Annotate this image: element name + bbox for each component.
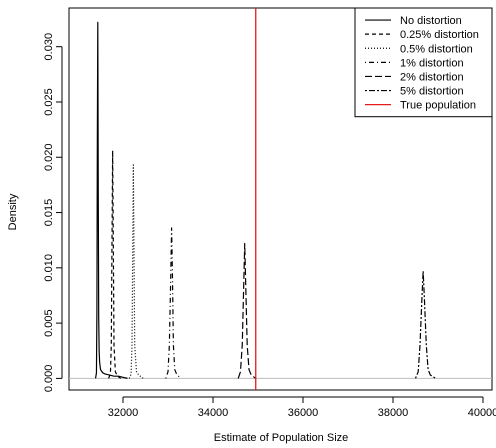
x-axis-title: Estimate of Population Size — [214, 432, 349, 444]
y-tick-label: 0.025 — [43, 88, 55, 116]
legend-label-4: 2% distortion — [400, 71, 464, 83]
x-tick-label: 38000 — [378, 407, 409, 419]
y-tick-label: 0.005 — [43, 309, 55, 337]
legend-label-0: No distortion — [400, 15, 462, 27]
y-tick-label: 0.000 — [43, 365, 55, 393]
series-line-3 — [165, 227, 182, 379]
legend-label-2: 0.5% distortion — [400, 43, 473, 55]
y-tick-label: 0.015 — [43, 199, 55, 227]
series-line-1 — [108, 150, 122, 379]
series-line-4 — [237, 242, 257, 379]
x-tick-label: 36000 — [288, 407, 319, 419]
series-line-2 — [128, 164, 144, 379]
x-tick-label: 40000 — [468, 407, 496, 419]
legend-label-5: 5% distortion — [400, 86, 464, 98]
y-tick-label: 0.010 — [43, 254, 55, 282]
y-tick-label: 0.020 — [43, 143, 55, 171]
series-line-0 — [94, 21, 128, 379]
legend-label-6: True population — [400, 100, 476, 112]
axes-layer: 32000 34000 36000 38000 40000 0.000 0.005 0.010… — [43, 33, 496, 419]
y-tick-label: 0.030 — [43, 33, 55, 61]
plot-area — [68, 7, 493, 391]
x-tick-label: 34000 — [198, 407, 229, 419]
legend-label-3: 1% distortion — [400, 57, 464, 69]
legend-label-1: 0.25% distortion — [400, 29, 479, 41]
x-tick-label: 32000 — [108, 407, 139, 419]
series-layer — [94, 8, 437, 390]
series-line-5 — [414, 270, 437, 379]
plot-frame — [68, 7, 493, 391]
legend: No distortion 0.25% distortion 0.5% distor… — [354, 7, 493, 118]
y-axis-title: Density — [7, 193, 19, 230]
